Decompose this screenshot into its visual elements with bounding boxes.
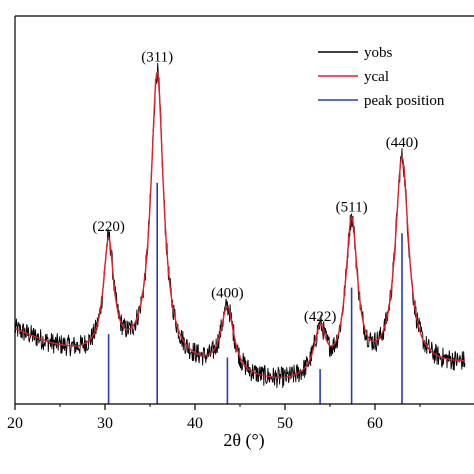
peak-label-3: (422) bbox=[304, 309, 337, 325]
peak-label-4: (511) bbox=[336, 200, 368, 216]
legend-label-1: ycal bbox=[364, 69, 389, 85]
x-tick-label-1: 30 bbox=[97, 415, 113, 432]
x-tick-label-4: 60 bbox=[367, 415, 383, 432]
peak-label-0: (220) bbox=[92, 219, 125, 235]
x-tick-label-3: 50 bbox=[277, 415, 293, 432]
series-yobs-line bbox=[15, 62, 466, 388]
legend-item-1: ycal bbox=[318, 69, 389, 85]
peak-label-2: (400) bbox=[211, 286, 244, 302]
legend-item-0: yobs bbox=[318, 45, 393, 61]
legend-label-0: yobs bbox=[364, 45, 393, 61]
legend-label-2: peak position bbox=[364, 93, 445, 109]
peak-label-5: (440) bbox=[386, 135, 419, 151]
peak-label-1: (311) bbox=[141, 49, 173, 65]
x-tick-label-2: 40 bbox=[187, 415, 203, 432]
x-axis-label: 2θ (°) bbox=[223, 430, 264, 451]
series-ycal-line bbox=[15, 70, 466, 379]
legend-item-2: peak position bbox=[318, 93, 445, 109]
x-tick-label-0: 20 bbox=[7, 415, 23, 432]
